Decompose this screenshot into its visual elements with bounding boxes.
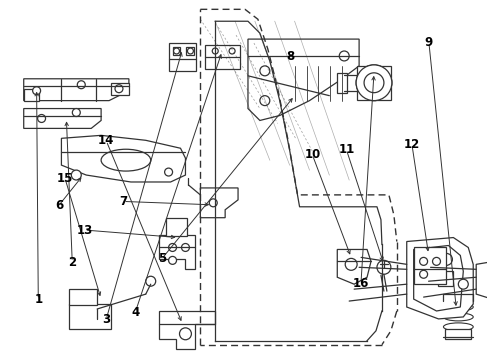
- Bar: [337, 73, 346, 93]
- Polygon shape: [24, 109, 101, 129]
- Circle shape: [33, 87, 41, 95]
- Ellipse shape: [443, 313, 472, 321]
- Text: 7: 7: [119, 195, 127, 208]
- Circle shape: [77, 81, 85, 89]
- Circle shape: [259, 66, 269, 76]
- Text: 15: 15: [57, 172, 73, 185]
- Circle shape: [181, 243, 189, 251]
- Bar: [24, 89, 39, 100]
- Bar: [69, 289, 97, 305]
- Ellipse shape: [443, 303, 472, 311]
- Circle shape: [355, 65, 391, 100]
- Bar: [445, 329, 470, 339]
- Polygon shape: [158, 311, 215, 349]
- Polygon shape: [24, 79, 129, 100]
- Polygon shape: [200, 188, 238, 218]
- Circle shape: [339, 51, 348, 61]
- Text: 1: 1: [34, 293, 42, 306]
- Circle shape: [145, 276, 155, 286]
- Polygon shape: [475, 257, 488, 304]
- Text: 3: 3: [102, 313, 110, 326]
- Text: 16: 16: [352, 277, 368, 290]
- Polygon shape: [337, 249, 370, 284]
- Circle shape: [259, 96, 269, 105]
- Circle shape: [212, 48, 218, 54]
- Circle shape: [457, 279, 468, 289]
- Circle shape: [168, 243, 176, 251]
- Circle shape: [72, 109, 80, 117]
- Text: 12: 12: [403, 138, 419, 151]
- Circle shape: [364, 73, 383, 93]
- Text: 14: 14: [98, 134, 114, 147]
- Circle shape: [364, 73, 383, 93]
- Polygon shape: [247, 39, 358, 121]
- Bar: [186, 47, 194, 55]
- Ellipse shape: [101, 149, 150, 171]
- Text: 4: 4: [131, 306, 139, 319]
- Bar: [165, 218, 187, 235]
- Text: 9: 9: [424, 36, 432, 49]
- Circle shape: [440, 253, 451, 265]
- Polygon shape: [413, 246, 462, 311]
- Ellipse shape: [443, 323, 472, 331]
- Ellipse shape: [443, 293, 472, 301]
- Circle shape: [229, 48, 235, 54]
- Bar: [356, 66, 390, 100]
- Circle shape: [164, 168, 172, 176]
- Text: 11: 11: [338, 143, 354, 156]
- Bar: [111, 83, 129, 95]
- Text: 2: 2: [68, 256, 76, 269]
- Circle shape: [376, 260, 390, 274]
- Circle shape: [179, 328, 191, 340]
- Polygon shape: [69, 304, 111, 329]
- Circle shape: [38, 114, 45, 122]
- Circle shape: [115, 85, 122, 93]
- Text: 13: 13: [76, 224, 92, 237]
- Circle shape: [419, 270, 427, 278]
- Bar: [438, 271, 452, 286]
- Text: 10: 10: [304, 148, 320, 162]
- Circle shape: [168, 256, 176, 264]
- Circle shape: [71, 170, 81, 180]
- Circle shape: [419, 257, 427, 265]
- Circle shape: [173, 48, 179, 54]
- Polygon shape: [158, 235, 195, 269]
- Circle shape: [345, 258, 356, 270]
- Text: 5: 5: [158, 252, 166, 265]
- Polygon shape: [413, 247, 446, 284]
- Circle shape: [209, 199, 217, 207]
- Bar: [172, 47, 180, 55]
- Polygon shape: [61, 135, 185, 182]
- Polygon shape: [406, 238, 472, 319]
- Circle shape: [432, 257, 440, 265]
- Bar: [205, 45, 240, 69]
- Bar: [168, 43, 196, 71]
- Text: 8: 8: [286, 50, 294, 63]
- Circle shape: [187, 48, 193, 54]
- Circle shape: [355, 65, 391, 100]
- Text: 6: 6: [55, 198, 63, 212]
